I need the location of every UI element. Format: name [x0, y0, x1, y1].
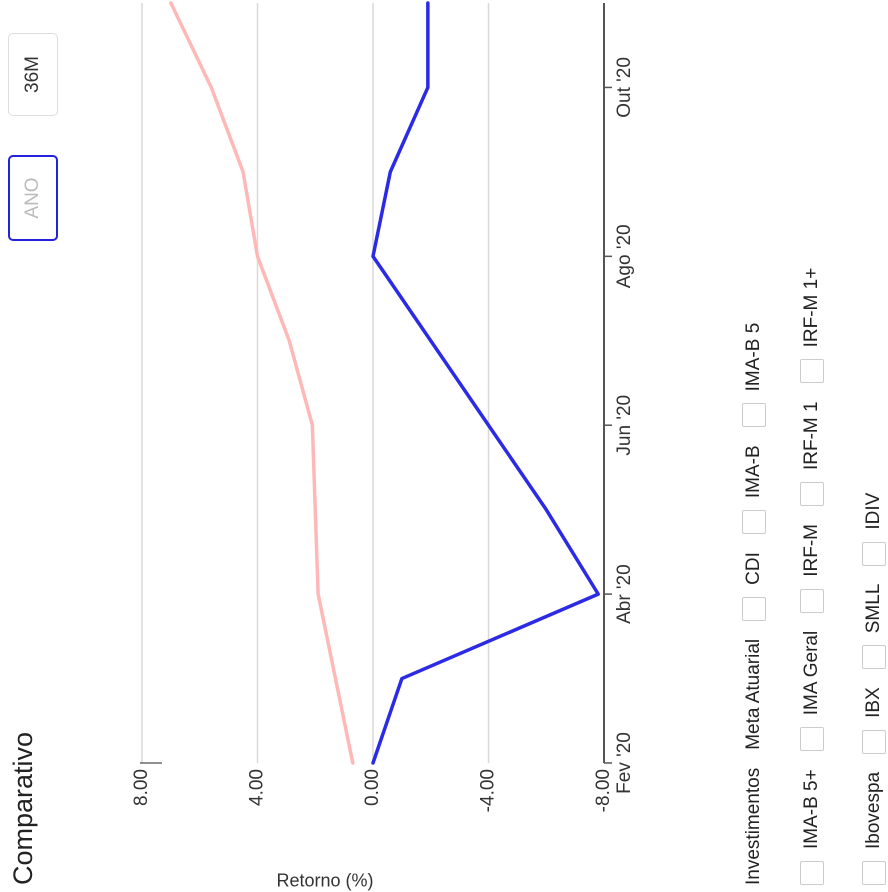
checkbox[interactable] — [862, 861, 886, 885]
series-lines — [169, 1, 600, 765]
legend-investimentos[interactable]: Investimentos — [743, 768, 765, 885]
legend-label: IDIV — [863, 492, 884, 530]
legend-irf-m-1-plus[interactable]: IRF-M 1+ — [800, 268, 824, 384]
series-line-investimentos — [371, 1, 600, 765]
legend-ibx[interactable]: IBX — [862, 687, 886, 754]
x-tick-label: Abr '20 — [614, 564, 635, 624]
checkbox[interactable] — [800, 588, 824, 613]
checkbox[interactable] — [862, 729, 886, 754]
legend-label: CDI — [743, 552, 764, 585]
legend-ima-b-5[interactable]: IMA-B 5 — [742, 323, 766, 428]
legend-label: IMA-B 5 — [743, 322, 764, 392]
legend-label: IRF-M — [801, 524, 822, 577]
legend-cdi[interactable]: CDI — [742, 552, 766, 621]
x-axis: Fev '20 Abr '20 Jun '20 Ago '20 Out '20 — [140, 3, 635, 794]
legend-irf-m-1[interactable]: IRF-M 1 — [800, 401, 824, 507]
x-tick-label: Fev '20 — [614, 732, 635, 794]
legend-ima-b[interactable]: IMA-B — [742, 445, 766, 535]
y-tick-label: 8.00 — [131, 769, 152, 806]
legend-ibovespa[interactable]: Ibovespa — [862, 772, 886, 885]
legend-label: IMA-B — [743, 445, 764, 499]
checkbox[interactable] — [862, 645, 886, 670]
legend-label: IMA-B 5+ — [801, 769, 822, 849]
series-line-meta-atuarial — [169, 1, 355, 765]
legend-label: Investimentos — [743, 767, 764, 885]
legend-row-3: Ibovespa IBX SMLL IDIV — [862, 145, 886, 885]
checkbox[interactable] — [800, 482, 824, 507]
legend-ima-b-5-plus[interactable]: IMA-B 5+ — [800, 769, 824, 885]
y-tick-label: -8.00 — [593, 769, 614, 812]
y-tick-label: 4.00 — [247, 769, 268, 806]
legend-label: Ibovespa — [863, 771, 884, 849]
legend-irf-m[interactable]: IRF-M — [800, 524, 824, 613]
line-chart: 8.00 4.00 0.00 -4.00 -8.00 Fev '20 Abr '20 Jun… — [131, 1, 635, 812]
legend-label: IBX — [863, 687, 884, 718]
legend-label: SMLL — [863, 583, 884, 634]
x-tick-label: Jun '20 — [614, 395, 635, 456]
legend-idiv[interactable]: IDIV — [862, 493, 886, 566]
legend-label: IRF-M 1+ — [801, 267, 822, 348]
legend-label: IRF-M 1 — [801, 401, 822, 471]
legend-label: IMA Geral — [801, 630, 822, 716]
legend-ima-geral[interactable]: IMA Geral — [800, 630, 824, 752]
legend-row-1: Investimentos Meta Atuarial CDI IMA-B IM… — [742, 145, 766, 885]
checkbox[interactable] — [742, 510, 766, 535]
legend-smll[interactable]: SMLL — [862, 584, 886, 670]
legend-meta-atuarial[interactable]: Meta Atuarial — [743, 639, 765, 750]
legend-label: Meta Atuarial — [743, 638, 764, 750]
checkbox[interactable] — [800, 359, 824, 384]
y-axis-ticks: 8.00 4.00 0.00 -4.00 -8.00 — [131, 769, 614, 812]
ano-button[interactable]: ANO — [8, 155, 58, 241]
checkbox[interactable] — [800, 727, 824, 752]
checkbox[interactable] — [800, 861, 824, 885]
36m-button[interactable]: 36M — [8, 33, 58, 116]
checkbox[interactable] — [742, 596, 766, 621]
y-tick-label: -4.00 — [478, 769, 499, 812]
x-tick-label: Ago '20 — [614, 224, 635, 288]
checkbox[interactable] — [742, 403, 766, 428]
x-tick-label: Out '20 — [614, 57, 635, 118]
checkbox[interactable] — [862, 541, 886, 566]
y-tick-label: 0.00 — [362, 769, 383, 806]
legend-row-2: IMA-B 5+ IMA Geral IRF-M IRF-M 1 IRF-M 1… — [800, 145, 824, 885]
gridlines — [141, 3, 490, 763]
